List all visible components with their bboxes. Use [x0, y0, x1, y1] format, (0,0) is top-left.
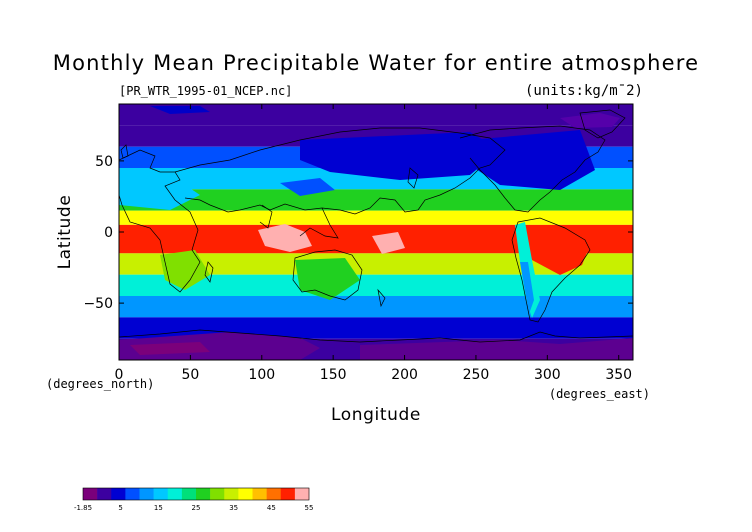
y-axis-title: Latitude: [55, 195, 75, 270]
colorbar-swatch: [139, 488, 154, 500]
colorbar-tick-label: 25: [192, 504, 201, 512]
colorbar-tick-label: 15: [154, 504, 163, 512]
colorbar-swatch: [266, 488, 282, 500]
y-tick-label: 0: [104, 225, 113, 241]
coast-greenland: [579, 109, 626, 139]
coast-antarctica: [119, 329, 633, 343]
andes-dry-strip-2: [520, 262, 534, 314]
colorbar-tick-label: -1.85: [74, 504, 92, 512]
colorbar-swatch: [111, 488, 126, 500]
x-axis-ticks: 0 50 100 150 200 250 300 350: [115, 104, 632, 383]
x-tick-label: 300: [534, 367, 561, 383]
y-tick-label: −50: [83, 296, 113, 312]
x-tick-label: 250: [463, 367, 490, 383]
colorbar: [82, 487, 310, 501]
x-tick-label: 0: [115, 367, 124, 383]
x-units-label: (degrees_east): [549, 387, 650, 401]
colorbar-swatch: [224, 488, 239, 500]
x-axis-title: Longitude: [331, 405, 421, 425]
colorbar-tick-label: 45: [267, 504, 276, 512]
x-tick-label: 50: [181, 367, 199, 383]
coastlines: [119, 109, 633, 343]
coast-south-america: [511, 217, 591, 323]
y-axis-ticks: 50 0 −50: [83, 154, 633, 312]
warm-pool-west: [258, 224, 312, 252]
colorbar-ticks: -1.85 5 15 25 35 45 55: [74, 504, 314, 512]
colorbar-swatch: [97, 488, 112, 500]
colorbar-swatch: [125, 488, 140, 500]
latitude-band-9: [119, 296, 633, 318]
y-tick-label: 50: [95, 154, 113, 170]
coast-north-america: [459, 125, 606, 213]
x-tick-label: 100: [248, 367, 275, 383]
colorbar-swatch: [167, 488, 183, 500]
coast-new-zealand: [377, 288, 386, 308]
latitude-band-5: [119, 210, 633, 225]
colorbar-tick-label: 35: [229, 504, 238, 512]
north-america-dry-region: [470, 130, 595, 190]
x-tick-label: 350: [605, 367, 632, 383]
x-tick-label: 150: [320, 367, 347, 383]
precipitable-water-map: [119, 104, 633, 360]
colorbar-swatch: [196, 488, 211, 500]
colorbar-swatch: [181, 488, 197, 500]
asia-dry-region: [300, 132, 500, 180]
field-anomalies: [119, 106, 633, 360]
latitude-band-8: [119, 274, 633, 296]
australia-interior: [295, 258, 360, 300]
chart-title: Monthly Mean Precipitable Water for enti…: [53, 51, 699, 75]
coast-uk: [120, 144, 129, 159]
latitude-band-4: [119, 189, 633, 211]
colorbar-swatch: [238, 488, 253, 500]
source-file-label: [PR_WTR_1995-01_NCEP.nc]: [119, 84, 292, 98]
tibet-dry-region: [280, 178, 335, 196]
warm-pool-central: [372, 232, 405, 254]
colorbar-tick-label: 5: [118, 504, 122, 512]
antarctic-dry-east: [360, 338, 633, 360]
colorbar-swatch: [280, 488, 296, 500]
colorbar-tick-label: 55: [305, 504, 314, 512]
coast-europe-africa: [119, 149, 201, 293]
colorbar-swatch: [153, 488, 169, 500]
coast-australia: [292, 249, 363, 301]
coast-madagascar: [204, 261, 214, 283]
coast-southeast-asia: [299, 207, 339, 239]
x-tick-label: 200: [391, 367, 418, 383]
antarctic-dry-core: [130, 342, 210, 355]
southern-africa-region: [160, 250, 210, 290]
units-label: (units:kg/m¯2): [525, 83, 643, 99]
colorbar-swatch: [252, 488, 267, 500]
colorbar-swatch: [83, 488, 98, 500]
latitude-band-7: [119, 253, 633, 275]
amazon-moist-region: [520, 228, 590, 275]
coast-indian-peninsula: [259, 204, 273, 229]
arctic-dry-patch-2: [150, 106, 210, 114]
latitude-band-0: [119, 104, 633, 126]
colorbar-swatch: [210, 488, 225, 500]
colorbar-swatch: [294, 488, 310, 500]
sahara-region: [119, 178, 200, 210]
arctic-dry-patch: [560, 113, 620, 128]
y-units-label: (degrees_north): [46, 377, 154, 391]
coast-japan: [407, 167, 419, 189]
colorbar-frame: [82, 487, 310, 501]
